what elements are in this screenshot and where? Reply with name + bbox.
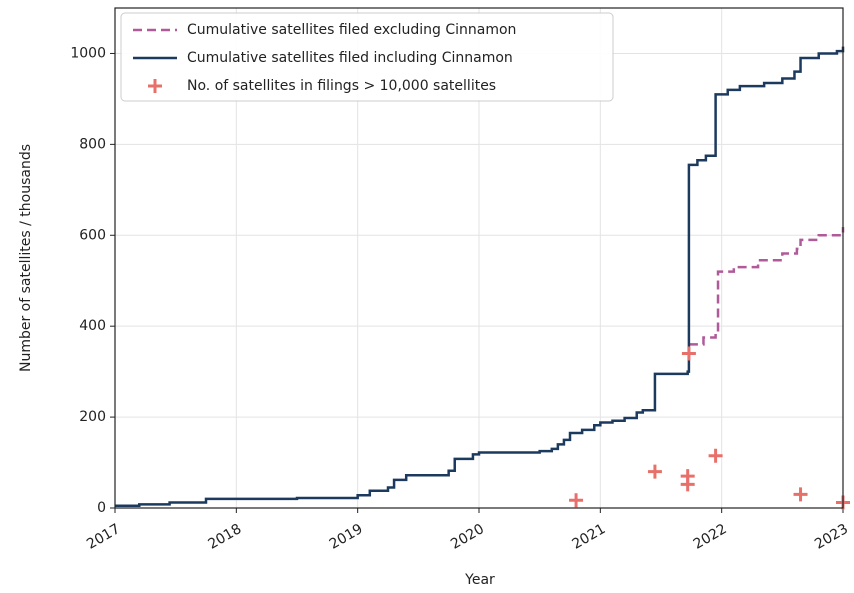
plus-marker — [708, 448, 723, 463]
x-tick-label: 2023 — [812, 521, 851, 553]
x-tick-label: 2017 — [84, 521, 123, 553]
plus-marker — [647, 464, 662, 479]
y-tick-label: 200 — [79, 409, 106, 425]
plus-marker — [793, 487, 808, 502]
y-axis-label: Number of satellites / thousands — [18, 144, 34, 372]
legend-label: No. of satellites in filings > 10,000 sa… — [187, 78, 496, 94]
series-line — [115, 46, 845, 507]
plus-marker — [569, 493, 584, 508]
y-tick-label: 800 — [79, 136, 106, 152]
legend-label: Cumulative satellites filed including Ci… — [187, 50, 513, 66]
x-tick-label: 2020 — [448, 521, 487, 553]
plot-frame — [114, 7, 844, 509]
x-tick-label: 2021 — [569, 521, 608, 553]
x-tick-label: 2022 — [691, 521, 730, 553]
legend-marker — [148, 79, 162, 93]
plus-marker — [681, 346, 696, 361]
y-tick-label: 0 — [97, 500, 106, 516]
x-tick-label: 2018 — [205, 521, 244, 553]
plus-marker — [680, 477, 695, 492]
y-tick-label: 400 — [79, 318, 106, 334]
y-tick-label: 1000 — [70, 45, 106, 61]
legend-box — [120, 12, 614, 102]
x-axis-label: Year — [464, 572, 495, 588]
series-line — [688, 227, 845, 346]
x-tick-label: 2019 — [327, 521, 366, 553]
legend-label: Cumulative satellites filed excluding Ci… — [187, 22, 516, 38]
y-tick-label: 600 — [79, 227, 106, 243]
